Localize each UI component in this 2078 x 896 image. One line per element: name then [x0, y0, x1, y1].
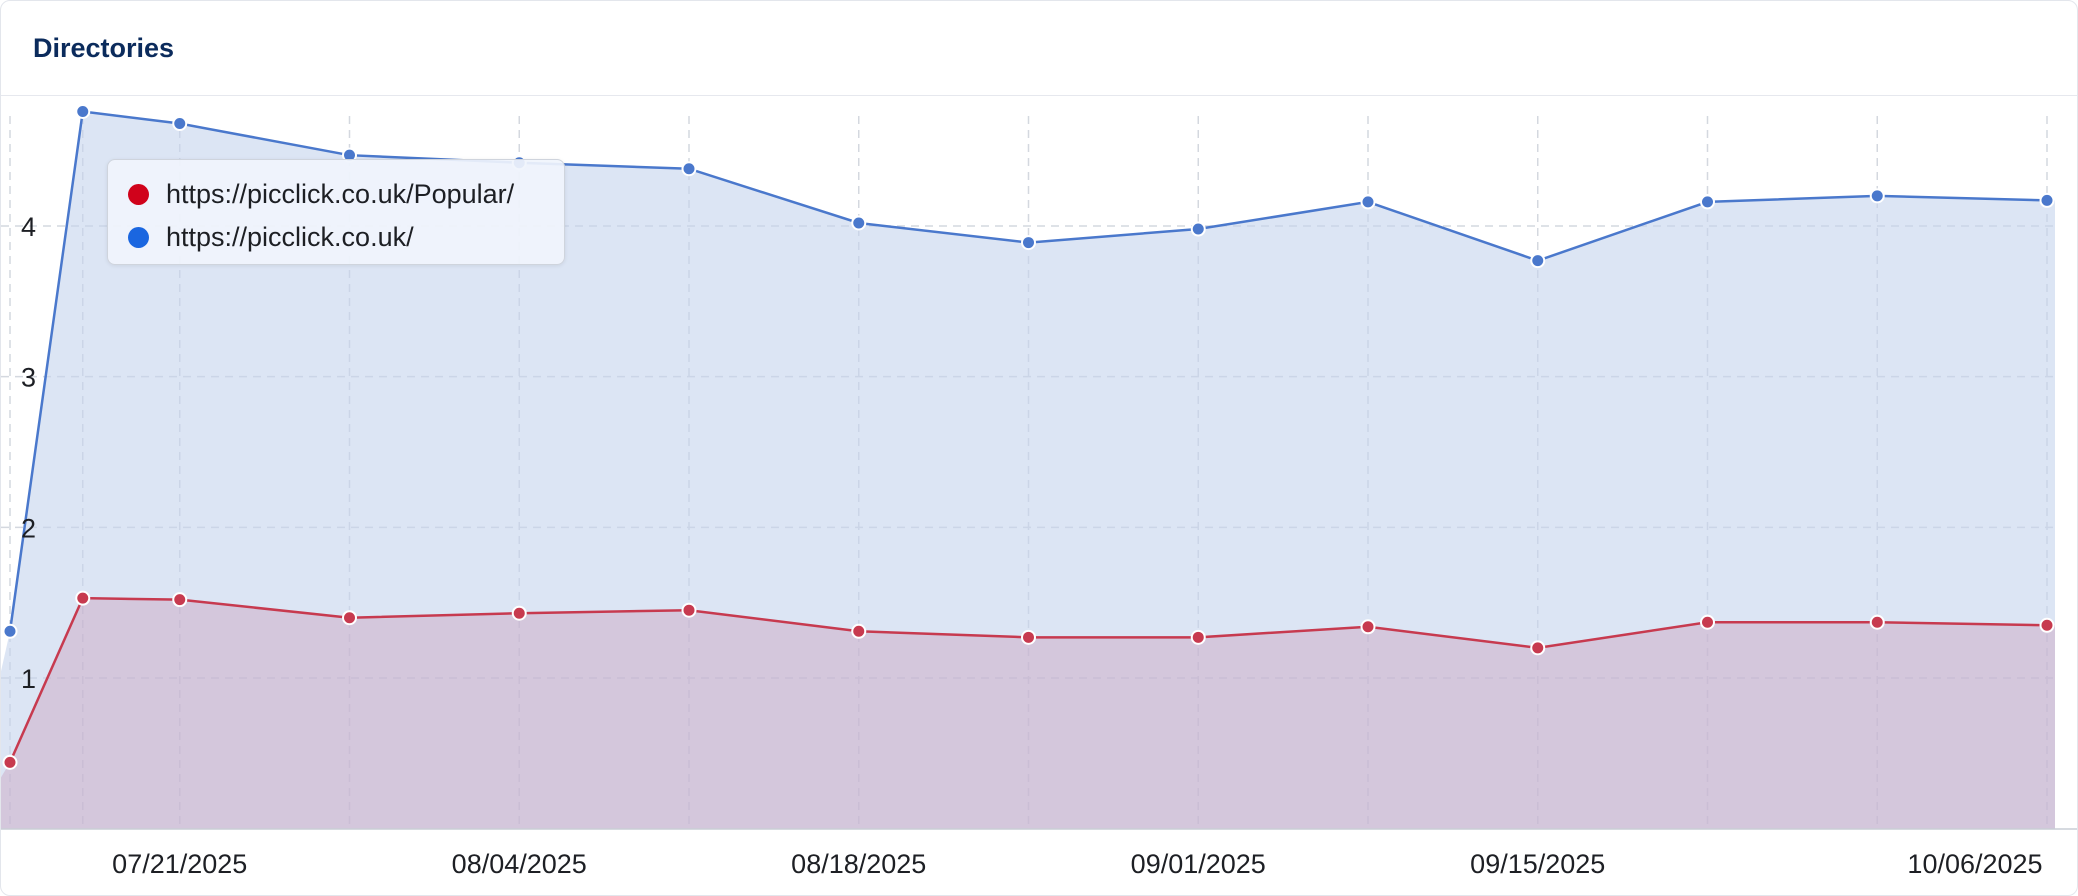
legend-item-popular[interactable]: https://picclick.co.uk/Popular/ [128, 176, 514, 212]
point-series-1-0 [2, 623, 18, 639]
point-series-0-1 [75, 590, 91, 606]
chart-legend: https://picclick.co.uk/Popular/ https://… [107, 159, 565, 265]
line-series-1 [8, 110, 2048, 632]
x-tick-label-4: 09/15/2025 [1470, 849, 1605, 879]
x-tick-label-0: 07/21/2025 [112, 849, 247, 879]
point-series-0-5 [681, 602, 697, 618]
point-series-1-8 [1190, 221, 1206, 237]
legend-marker-root-icon [128, 226, 149, 248]
point-series-1-10 [1530, 253, 1546, 269]
point-series-1-1 [75, 103, 91, 119]
x-tick-label-3: 09/01/2025 [1131, 849, 1266, 879]
card-title: Directories [33, 33, 175, 63]
point-series-0-11 [1700, 614, 1715, 630]
point-series-0-4 [511, 605, 527, 621]
point-series-1-13 [2039, 192, 2055, 208]
point-series-0-6 [851, 623, 867, 639]
card-header: Directories [1, 1, 2077, 96]
point-series-1-5 [681, 161, 697, 177]
point-series-1-2 [172, 116, 188, 132]
y-tick-label-4: 4 [21, 212, 36, 242]
point-series-0-13 [2039, 617, 2055, 633]
legend-label-popular: https://picclick.co.uk/Popular/ [166, 178, 515, 209]
x-tick-label-1: 08/04/2025 [452, 849, 587, 879]
area-series-0 [1, 598, 2055, 829]
point-series-0-2 [172, 592, 188, 608]
x-tick-label-2: 08/18/2025 [791, 849, 926, 879]
y-tick-label-1: 1 [21, 664, 36, 694]
point-series-0-9 [1360, 619, 1376, 635]
point-series-1-6 [851, 215, 867, 231]
point-series-1-11 [1700, 194, 1715, 210]
point-series-1-12 [1869, 188, 1885, 204]
point-series-0-0 [2, 754, 18, 770]
point-series-1-7 [1021, 235, 1036, 251]
legend-label-root: https://picclick.co.uk/ [166, 221, 414, 252]
y-tick-label-3: 3 [21, 363, 36, 393]
legend-marker-popular-icon [128, 183, 149, 205]
y-tick-label-2: 2 [21, 513, 36, 543]
point-series-0-10 [1530, 640, 1546, 656]
point-series-1-9 [1360, 194, 1376, 210]
point-series-0-12 [1869, 614, 1885, 630]
point-series-0-8 [1190, 629, 1206, 645]
point-series-0-3 [342, 610, 357, 626]
x-tick-label-5: 10/06/2025 [1907, 849, 2042, 879]
line-series-0 [8, 596, 2048, 763]
point-series-0-7 [1021, 629, 1036, 645]
legend-item-root[interactable]: https://picclick.co.uk/ [128, 219, 414, 255]
